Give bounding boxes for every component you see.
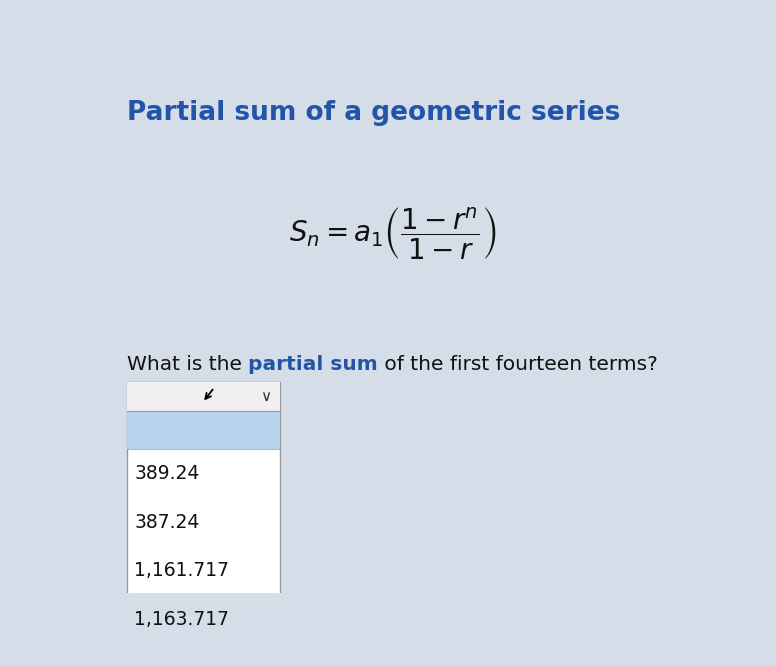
Bar xyxy=(127,382,280,644)
Text: 1,161.717: 1,161.717 xyxy=(134,561,229,581)
Bar xyxy=(127,382,280,411)
Text: ∨: ∨ xyxy=(260,389,271,404)
Text: 389.24: 389.24 xyxy=(134,464,199,483)
Text: 387.24: 387.24 xyxy=(134,513,199,531)
Text: Partial sum of a geometric series: Partial sum of a geometric series xyxy=(127,101,621,127)
Text: partial sum: partial sum xyxy=(248,355,378,374)
Text: 1,163.717: 1,163.717 xyxy=(134,610,229,629)
Text: of the first fourteen terms?: of the first fourteen terms? xyxy=(378,355,658,374)
Text: $S_n = a_1\left(\dfrac{1 - r^n}{1 - r}\right)$: $S_n = a_1\left(\dfrac{1 - r^n}{1 - r}\r… xyxy=(289,206,497,262)
Bar xyxy=(127,411,280,449)
Text: What is the: What is the xyxy=(127,355,248,374)
